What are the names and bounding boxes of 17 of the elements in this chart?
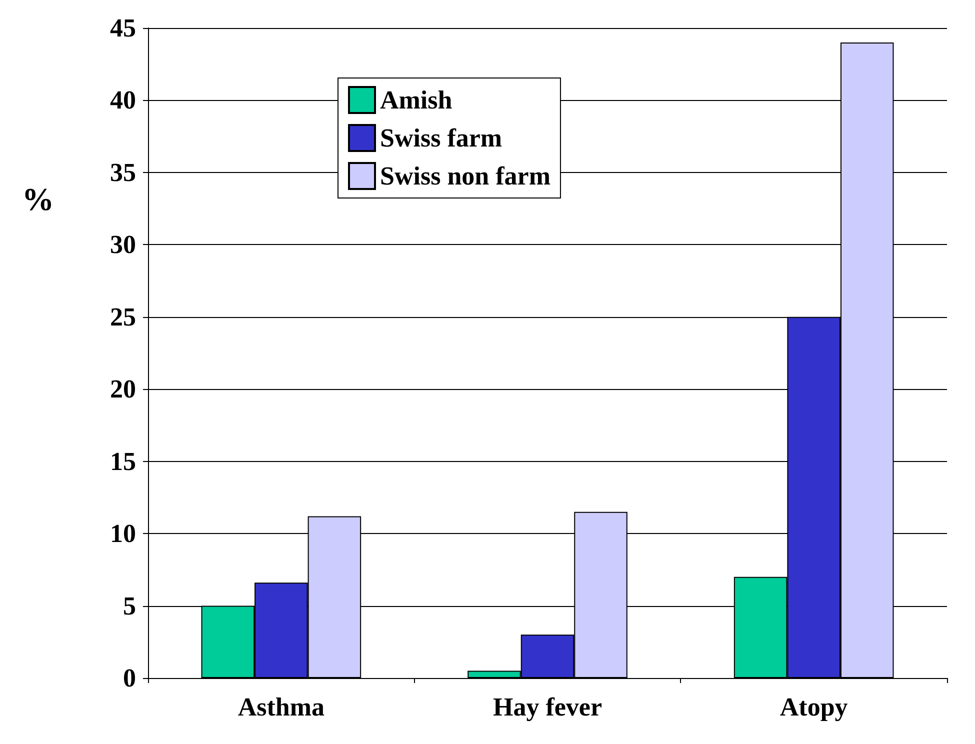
y-axis-title: %	[22, 181, 54, 217]
y-tick-label: 10	[110, 519, 136, 548]
legend-label: Amish	[380, 86, 453, 114]
y-tick-label: 0	[123, 664, 136, 692]
y-tick-label: 20	[110, 374, 136, 404]
x-tick-label: Hay fever	[492, 692, 602, 722]
x-tick-label: Asthma	[238, 692, 325, 722]
y-tick-label: 45	[110, 14, 136, 42]
y-tick-label: 15	[110, 446, 136, 476]
y-tick-label: 30	[110, 230, 136, 260]
legend-label: Swiss farm	[380, 124, 502, 152]
y-tick-label: 40	[110, 86, 136, 115]
legend-label: Swiss non farm	[380, 162, 551, 190]
y-tick-label: 5	[123, 591, 136, 620]
y-tick-label: 35	[110, 158, 136, 187]
x-tick-label: Atopy	[780, 692, 848, 722]
y-tick-label: 25	[110, 302, 136, 332]
